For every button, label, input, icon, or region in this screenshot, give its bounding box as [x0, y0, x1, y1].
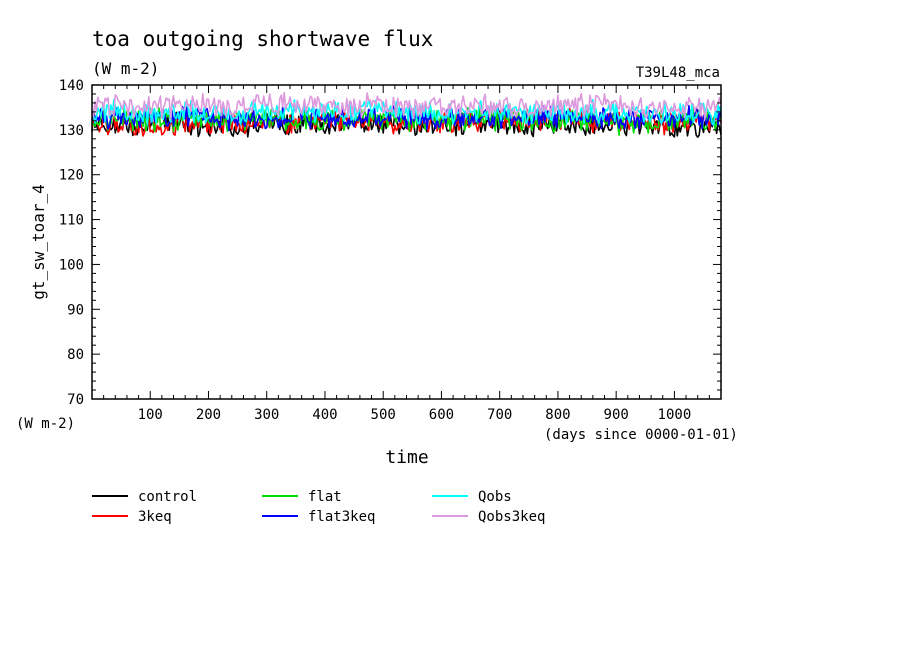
y-tick-labels: 70 80 90 100 110 120 130 140 [59, 78, 84, 408]
chart-title: toa outgoing shortwave flux [92, 27, 433, 51]
x-tick-labels: 100 200 300 400 500 600 700 800 900 1000 [138, 407, 692, 423]
y-tick-label: 120 [59, 168, 84, 184]
x-tick-label: 700 [487, 407, 512, 423]
plot-frame [91, 84, 722, 400]
x-tick-label: 600 [429, 407, 454, 423]
y-tick-label: 110 [59, 213, 84, 229]
x-axis-units: (days since 0000-01-01) [544, 427, 738, 443]
y-tick-label: 90 [67, 302, 84, 318]
legend-label-flat: flat [308, 489, 342, 505]
legend-label-qobs3keq: Qobs3keq [478, 509, 545, 525]
legend-label-control: control [138, 489, 197, 505]
y-tick-label: 140 [59, 78, 84, 94]
legend: control 3keq flat flat3keq Qobs Qobs3keq [92, 489, 545, 525]
x-tick-label: 800 [545, 407, 570, 423]
y-tick-label: 130 [59, 123, 84, 139]
y-tick-label: 80 [67, 347, 84, 363]
y-axis-units: (W m-2) [16, 416, 75, 432]
legend-label-flat3keq: flat3keq [308, 509, 375, 525]
series-line-qobs3keq [91, 91, 722, 120]
y-axis-label: gt_sw_toar_4 [29, 184, 48, 300]
x-tick-label: 1000 [658, 407, 692, 423]
x-tick-label: 900 [604, 407, 629, 423]
x-tick-label: 400 [312, 407, 337, 423]
legend-label-3keq: 3keq [138, 509, 172, 525]
y-tick-label: 70 [67, 392, 84, 408]
chart-title-units: (W m-2) [92, 59, 159, 78]
run-label: T39L48_mca [636, 65, 720, 81]
legend-label-qobs: Qobs [478, 489, 512, 505]
x-tick-label: 500 [371, 407, 396, 423]
x-tick-label: 300 [254, 407, 279, 423]
y-tick-label: 100 [59, 257, 84, 273]
x-tick-label: 100 [138, 407, 163, 423]
x-axis-label: time [385, 447, 428, 468]
series-layer [91, 91, 722, 138]
x-tick-label: 200 [196, 407, 221, 423]
